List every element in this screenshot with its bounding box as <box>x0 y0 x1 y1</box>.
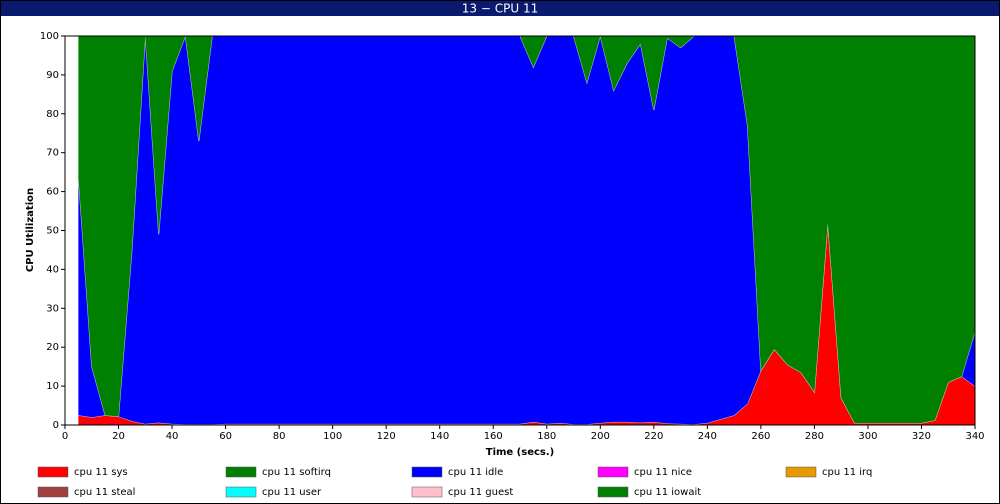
legend-label: cpu 11 idle <box>448 467 503 478</box>
y-tick-label: 60 <box>46 187 59 198</box>
y-tick-label: 0 <box>53 420 59 431</box>
y-tick-label: 10 <box>46 381 59 392</box>
y-tick-label: 20 <box>46 342 59 353</box>
x-tick-label: 260 <box>751 431 770 442</box>
x-tick-label: 280 <box>805 431 824 442</box>
legend-label: cpu 11 softirq <box>262 467 331 478</box>
legend-label: cpu 11 user <box>262 487 322 498</box>
x-tick-label: 320 <box>912 431 931 442</box>
x-tick-label: 80 <box>273 431 286 442</box>
y-tick-label: 100 <box>40 31 59 42</box>
area <box>78 36 975 424</box>
x-tick-label: 180 <box>537 431 556 442</box>
y-tick-label: 70 <box>46 148 59 159</box>
x-tick-label: 300 <box>858 431 877 442</box>
y-tick-label: 50 <box>46 226 59 237</box>
y-tick-label: 40 <box>46 264 59 275</box>
x-tick-label: 340 <box>965 431 984 442</box>
x-tick-label: 220 <box>644 431 663 442</box>
x-tick-label: 60 <box>219 431 232 442</box>
legend-swatch <box>225 466 257 478</box>
area <box>78 36 975 425</box>
legend-swatch <box>225 486 257 498</box>
x-tick-label: 160 <box>484 431 503 442</box>
legend-swatch <box>411 486 443 498</box>
legend-label: cpu 11 iowait <box>634 487 701 498</box>
legend-swatch <box>597 486 629 498</box>
x-tick-label: 20 <box>112 431 125 442</box>
y-tick-label: 80 <box>46 109 59 120</box>
legend-swatch <box>37 466 69 478</box>
legend-label: cpu 11 nice <box>634 467 692 478</box>
x-tick-label: 240 <box>698 431 717 442</box>
legend-swatch <box>411 466 443 478</box>
y-axis-label: CPU Utilization <box>25 188 36 272</box>
x-tick-label: 0 <box>62 431 68 442</box>
x-tick-label: 40 <box>166 431 179 442</box>
x-tick-label: 140 <box>430 431 449 442</box>
legend-swatch <box>597 466 629 478</box>
x-tick-label: 120 <box>377 431 396 442</box>
legend-label: cpu 11 irq <box>822 467 872 478</box>
y-tick-label: 30 <box>46 303 59 314</box>
legend-label: cpu 11 steal <box>74 487 135 498</box>
title-bar <box>1 1 999 16</box>
x-tick-label: 100 <box>323 431 342 442</box>
legend-swatch <box>37 486 69 498</box>
legend-label: cpu 11 guest <box>448 487 513 498</box>
window-title: 13 − CPU 11 <box>462 2 538 16</box>
x-tick-label: 200 <box>591 431 610 442</box>
legend-label: cpu 11 sys <box>74 467 128 478</box>
x-axis-label: Time (secs.) <box>486 447 555 458</box>
y-tick-label: 90 <box>46 70 59 81</box>
legend-swatch <box>785 466 817 478</box>
